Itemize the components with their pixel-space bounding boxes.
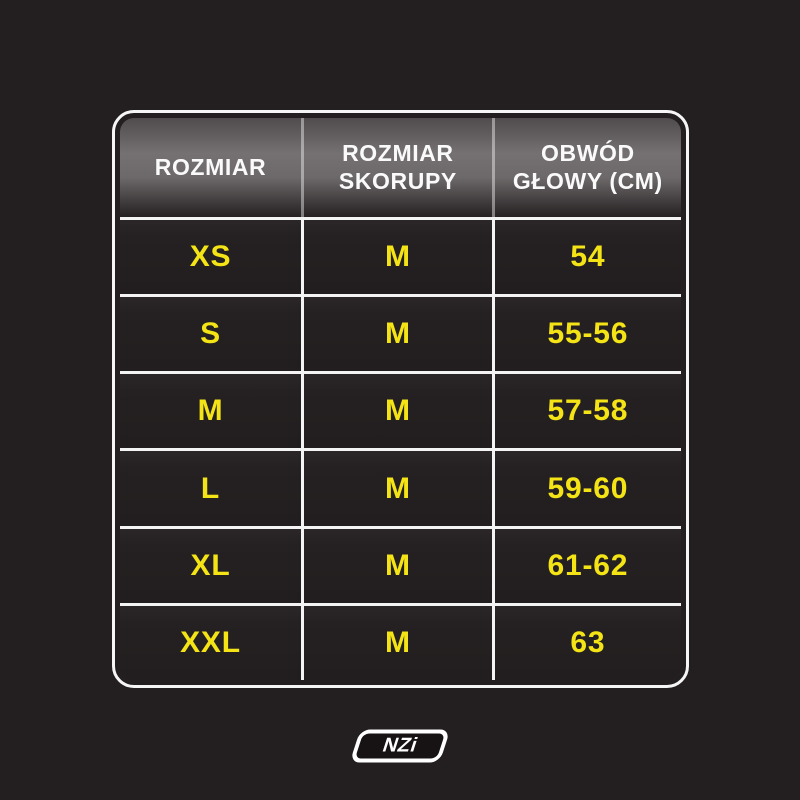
head-circumference-cell: 61-62 <box>494 525 681 603</box>
shell-size-cell: M <box>304 294 495 372</box>
head-circumference-cell: 55-56 <box>494 294 681 372</box>
head-circumference-cell: 57-58 <box>494 371 681 449</box>
size-cell: M <box>120 371 304 449</box>
shell-size-cell: M <box>304 525 495 603</box>
size-table-panel: ROZMIAR ROZMIAR SKORUPY OBWÓD GŁOWY (CM)… <box>112 110 689 688</box>
header-line: ROZMIAR <box>154 153 267 180</box>
head-circumference-cell: 63 <box>494 602 681 680</box>
size-cell: XXL <box>120 602 304 680</box>
nzi-logo: NZi <box>349 729 451 763</box>
size-cell: S <box>120 294 304 372</box>
header-line: SKORUPY <box>338 167 457 194</box>
shell-size-cell: M <box>304 602 495 680</box>
head-circumference-cell: 54 <box>494 217 681 295</box>
header-line: GŁOWY (CM) <box>512 167 663 194</box>
column-header-shell-size: ROZMIAR SKORUPY <box>304 118 495 217</box>
head-circumference-cell: 59-60 <box>494 448 681 526</box>
nzi-logo-text: NZi <box>379 734 421 756</box>
size-cell: XL <box>120 525 304 603</box>
size-table: ROZMIAR ROZMIAR SKORUPY OBWÓD GŁOWY (CM)… <box>120 118 681 680</box>
column-header-size: ROZMIAR <box>120 118 304 217</box>
shell-size-cell: M <box>304 217 495 295</box>
column-header-head-circumference: OBWÓD GŁOWY (CM) <box>494 118 681 217</box>
shell-size-cell: M <box>304 371 495 449</box>
shell-size-cell: M <box>304 448 495 526</box>
header-line: OBWÓD <box>541 140 635 167</box>
nzi-logo-badge: NZi <box>349 729 451 763</box>
header-line: ROZMIAR <box>342 140 454 167</box>
size-cell: XS <box>120 217 304 295</box>
size-cell: L <box>120 448 304 526</box>
